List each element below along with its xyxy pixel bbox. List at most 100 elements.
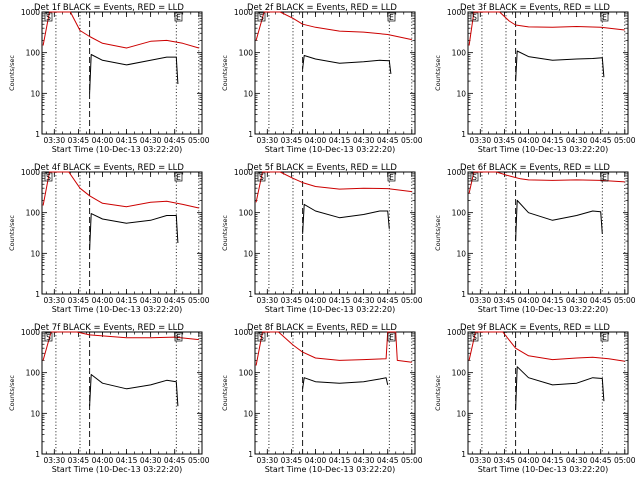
x-tick-label: 05:00 (614, 296, 636, 305)
x-tick-label: 04:00 (518, 456, 540, 465)
y-tick-label: 1000 (234, 8, 253, 17)
series-line-events (515, 366, 605, 411)
x-tick-label: 04:30 (566, 136, 588, 145)
end-marker-label: E (389, 333, 394, 342)
x-axis-label: Start Time (10-Dec-13 03:22:20) (52, 145, 183, 154)
end-marker-label: E (176, 333, 181, 342)
x-tick-label: 03:45 (68, 136, 90, 145)
x-tick-label: 04:30 (353, 456, 375, 465)
x-tick-label: 03:30 (43, 296, 65, 305)
axes-frame (467, 331, 629, 455)
x-tick-label: 04:45 (590, 456, 612, 465)
series-line-lld (42, 171, 199, 209)
x-tick-label: 04:45 (164, 456, 186, 465)
start-marker-box (44, 172, 53, 182)
x-tick-label: 03:30 (43, 456, 65, 465)
start-marker-label: S (259, 13, 264, 22)
chart-title: Det 6f BLACK = Events, RED = LLD (460, 163, 610, 173)
x-tick-label: 04:00 (92, 136, 114, 145)
x-tick-label: 05:00 (188, 296, 210, 305)
start-marker-label: S (259, 173, 264, 182)
y-axis-label: Counts/sec (434, 55, 442, 91)
axes-frame (254, 171, 416, 295)
start-marker-label: S (46, 173, 51, 182)
chart-panel-1: Det 1f BLACK = Events, RED = LLD Counts/s… (8, 3, 210, 154)
x-tick-label: 03:45 (494, 136, 516, 145)
x-tick-label: 04:30 (353, 136, 375, 145)
x-tick-label: 04:15 (329, 136, 351, 145)
chart-panel-7: Det 7f BLACK = Events, RED = LLD Counts/s… (8, 323, 210, 474)
y-tick-label: 10 (30, 89, 40, 98)
x-tick-label: 03:30 (43, 136, 65, 145)
y-tick-label: 100 (26, 49, 41, 58)
x-tick-label: 05:00 (401, 296, 423, 305)
y-tick-label: 1 (35, 290, 40, 299)
x-axis-label: Start Time (10-Dec-13 03:22:20) (265, 305, 396, 314)
x-tick-label: 04:00 (305, 456, 327, 465)
y-tick-label: 1 (35, 450, 40, 459)
start-marker-label: S (259, 333, 264, 342)
y-tick-label: 1000 (447, 168, 466, 177)
end-marker-box (174, 172, 183, 182)
axes-frame (41, 331, 203, 455)
y-tick-label: 1000 (447, 8, 466, 17)
y-tick-label: 10 (456, 249, 466, 258)
y-tick-label: 1 (35, 130, 40, 139)
y-tick-label: 100 (239, 369, 254, 378)
y-tick-label: 100 (26, 209, 41, 218)
axes-frame (254, 11, 416, 135)
chart-title: Det 7f BLACK = Events, RED = LLD (34, 323, 184, 333)
end-marker-box (600, 332, 609, 342)
x-tick-label: 04:45 (590, 296, 612, 305)
x-tick-label: 05:00 (614, 456, 636, 465)
y-tick-label: 10 (243, 409, 253, 418)
x-tick-label: 03:30 (469, 296, 491, 305)
y-axis-label: Counts/sec (8, 215, 16, 251)
chart-title: Det 5f BLACK = Events, RED = LLD (247, 163, 397, 173)
x-tick-label: 03:45 (494, 456, 516, 465)
axes-frame (254, 331, 416, 455)
end-marker-box (600, 172, 609, 182)
y-tick-label: 100 (452, 49, 467, 58)
axes-frame (41, 171, 203, 295)
x-axis-label: Start Time (10-Dec-13 03:22:20) (478, 465, 609, 474)
chart-panel-5: Det 5f BLACK = Events, RED = LLD Counts/s… (221, 163, 423, 314)
series-line-lld (468, 11, 625, 46)
end-marker-box (174, 332, 183, 342)
x-tick-label: 04:15 (116, 136, 138, 145)
chart-panel-9: Det 9f BLACK = Events, RED = LLD Counts/s… (434, 323, 636, 474)
start-marker-label: S (472, 333, 477, 342)
y-axis-label: Counts/sec (434, 215, 442, 251)
x-tick-label: 04:45 (377, 456, 399, 465)
x-tick-label: 03:45 (494, 296, 516, 305)
y-tick-label: 100 (452, 369, 467, 378)
start-marker-box (44, 12, 53, 22)
end-marker-label: E (602, 333, 607, 342)
end-marker-box (387, 332, 396, 342)
y-axis-label: Counts/sec (221, 375, 229, 411)
x-axis-label: Start Time (10-Dec-13 03:22:20) (265, 145, 396, 154)
start-marker-box (257, 12, 266, 22)
start-marker-label: S (472, 173, 477, 182)
chart-panel-4: Det 4f BLACK = Events, RED = LLD Counts/s… (8, 163, 210, 314)
series-line-events (89, 374, 179, 407)
x-tick-label: 04:15 (329, 296, 351, 305)
y-tick-label: 100 (239, 49, 254, 58)
series-line-lld (468, 171, 625, 194)
y-tick-label: 1000 (21, 168, 40, 177)
axes-frame (467, 171, 629, 295)
y-tick-label: 1 (248, 290, 253, 299)
axes-frame (467, 11, 629, 135)
x-tick-label: 03:30 (469, 136, 491, 145)
x-tick-label: 04:45 (377, 136, 399, 145)
x-tick-label: 05:00 (401, 136, 423, 145)
y-tick-label: 10 (30, 409, 40, 418)
y-axis-label: Counts/sec (221, 55, 229, 91)
chart-panel-8: Det 8f BLACK = Events, RED = LLD Counts/s… (221, 323, 423, 474)
series-line-events (302, 203, 390, 234)
x-tick-label: 03:45 (281, 296, 303, 305)
start-marker-box (257, 172, 266, 182)
x-tick-label: 04:30 (140, 136, 162, 145)
x-tick-label: 05:00 (401, 456, 423, 465)
